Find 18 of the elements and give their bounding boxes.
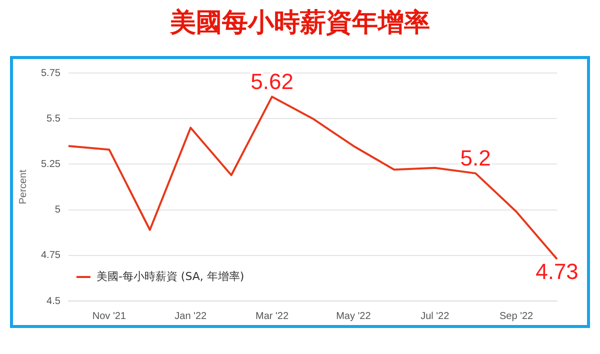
x-tick-label: Mar '22 xyxy=(255,310,289,322)
y-tick-label: 4.75 xyxy=(40,250,61,262)
chart-title: 美國每小時薪資年增率 xyxy=(168,7,431,40)
x-tick-label: May '22 xyxy=(336,310,372,322)
data-label: 5.62 xyxy=(250,68,294,94)
data-label: 4.73 xyxy=(536,259,578,284)
y-axis-title: Percent xyxy=(18,170,29,204)
y-tick-label: 5.5 xyxy=(46,113,61,124)
y-tick-label: 5.75 xyxy=(40,68,61,79)
y-tick-label: 4.5 xyxy=(46,296,61,307)
x-tick-label: Sep '22 xyxy=(499,310,534,322)
y-tick-label: 5.25 xyxy=(40,158,61,170)
data-label: 5.2 xyxy=(460,145,491,170)
x-tick-label: Nov '21 xyxy=(92,310,126,322)
legend-label: 美國-每小時薪資 (SA, 年增率) xyxy=(96,270,244,283)
y-tick-label: 5 xyxy=(54,204,61,216)
x-tick-label: Jan '22 xyxy=(174,310,207,322)
x-tick-label: Jul '22 xyxy=(420,310,450,322)
